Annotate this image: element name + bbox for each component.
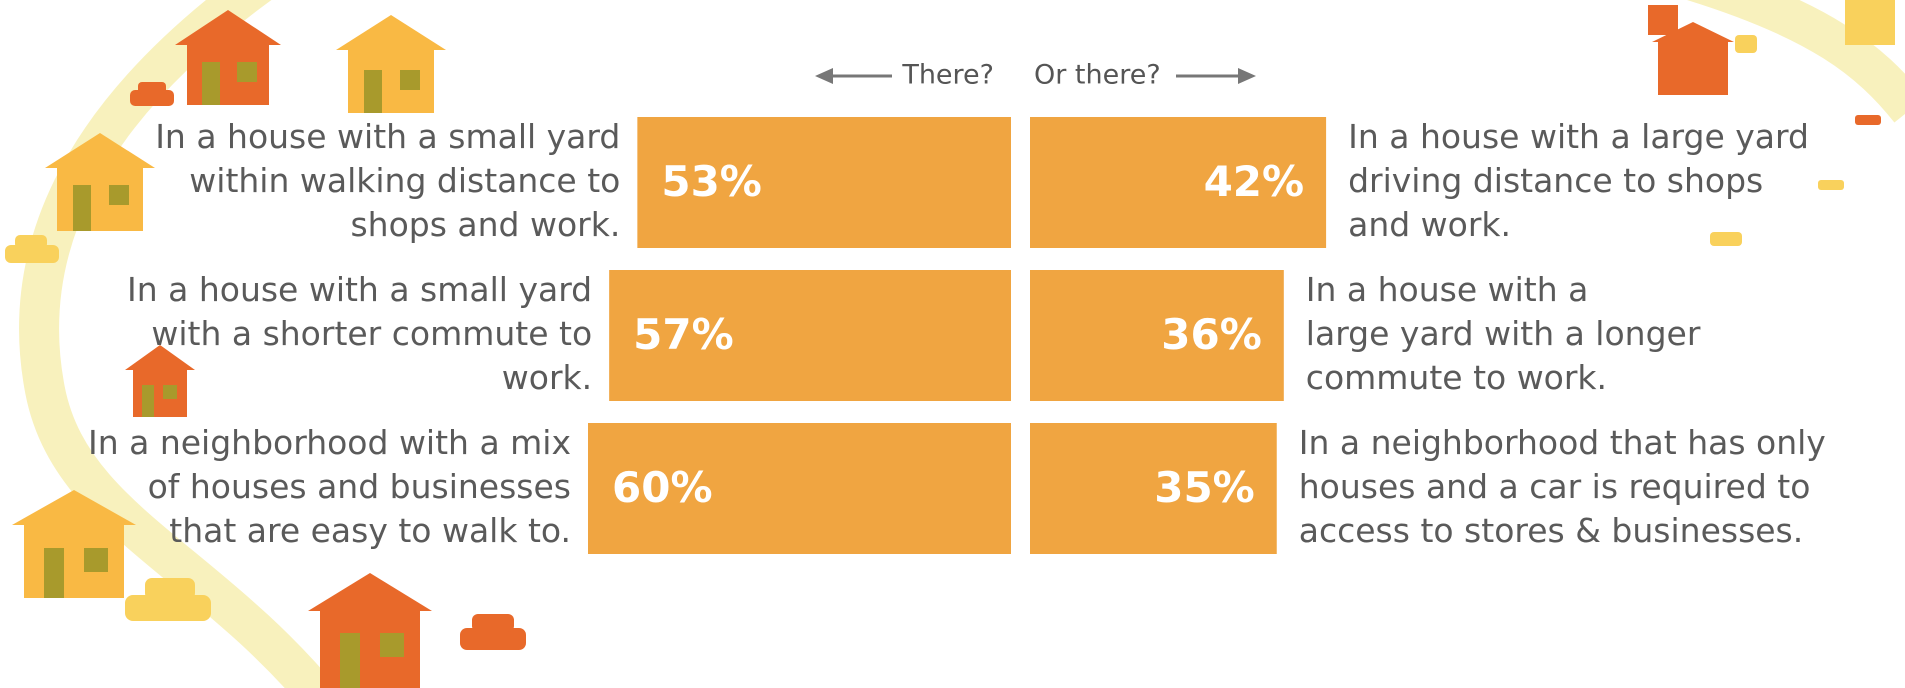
category-label: driving distance to shops (1348, 161, 1763, 200)
category-label: In a house with a small yard (155, 117, 620, 156)
value-label: 60% (612, 463, 713, 512)
category-label: of houses and businesses (148, 467, 571, 506)
value-label: 42% (1204, 157, 1305, 206)
category-label: large yard with a longer (1306, 314, 1701, 353)
category-label: In a house with a large yard (1348, 117, 1809, 156)
category-label: that are easy to walk to. (169, 511, 571, 550)
category-label: In a house with a small yard (127, 270, 592, 309)
category-label: with a shorter commute to (151, 314, 592, 353)
category-label: houses and a car is required to (1299, 467, 1811, 506)
value-label: 35% (1154, 463, 1255, 512)
header: There? Or there? (815, 60, 1256, 91)
category-label: access to stores & businesses. (1299, 511, 1804, 550)
chart: There? Or there? 53% In a house with a sm… (0, 0, 1905, 688)
value-label: 36% (1161, 310, 1262, 359)
category-label: work. (502, 358, 592, 397)
category-label: and work. (1348, 205, 1511, 244)
category-label: commute to work. (1306, 358, 1607, 397)
category-label: In a neighborhood with a mix (88, 423, 571, 462)
legend-label: Or there? (1034, 60, 1161, 91)
page: There? Or there? 53% In a house with a sm… (0, 0, 1905, 688)
legend-label: There? (901, 60, 994, 91)
category-label: shops and work. (350, 205, 620, 244)
value-label: 53% (661, 157, 762, 206)
category-label: In a neighborhood that has only (1299, 423, 1826, 462)
category-label: In a house with a (1306, 270, 1589, 309)
category-label: within walking distance to (189, 161, 620, 200)
value-label: 57% (633, 310, 734, 359)
